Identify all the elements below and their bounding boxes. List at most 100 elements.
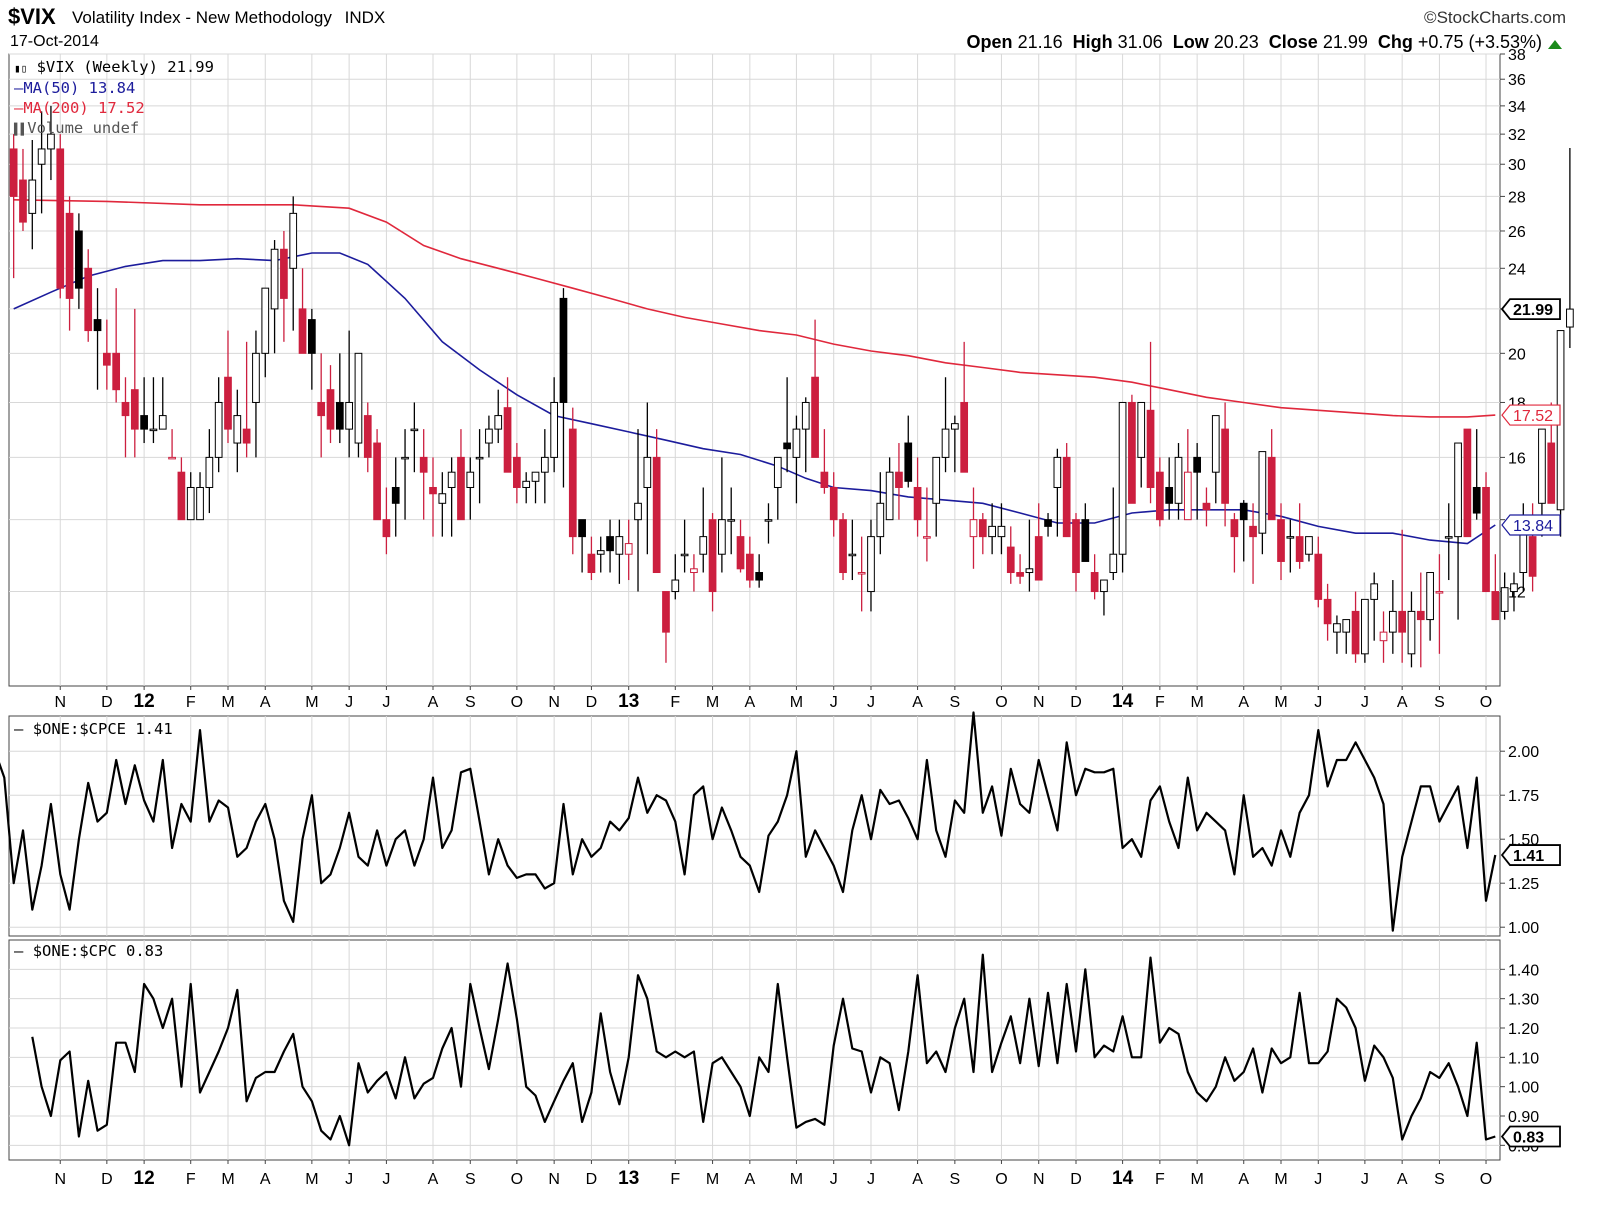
x-tick-label-main: N (1033, 694, 1045, 711)
value-tag-label: 0.83 (1513, 1130, 1544, 1147)
x-tick-label-main: S (1434, 694, 1445, 711)
candle-body (1510, 583, 1518, 593)
candle-body (1202, 502, 1211, 511)
x-tick-label-bottom: O (1480, 1171, 1492, 1188)
candle (261, 287, 270, 378)
candle-body (811, 376, 819, 458)
candle-body (503, 407, 512, 473)
candle (419, 429, 428, 520)
candle-body (1072, 519, 1080, 574)
candle-body (84, 267, 93, 332)
candle (75, 213, 83, 309)
candle-body (801, 401, 810, 430)
candle-body (466, 471, 475, 488)
x-tick-label-main: A (745, 694, 756, 711)
candle (1388, 580, 1397, 654)
candle (466, 457, 475, 520)
candle-body (895, 471, 903, 488)
candle-body (578, 519, 586, 538)
candle (382, 487, 391, 555)
candle-body (1463, 428, 1472, 538)
candle-body (47, 133, 55, 150)
candle-body (792, 428, 801, 458)
candle (1286, 519, 1295, 573)
cpc-last-value-tag: 0.83 (1500, 1125, 1561, 1148)
candle (1221, 402, 1229, 527)
x-tick-label-bottom: M (706, 1171, 719, 1188)
candle (718, 457, 726, 573)
x-tick-label-bottom: 14 (1112, 1168, 1134, 1189)
candle-body (242, 428, 251, 444)
candle (485, 415, 493, 458)
legend-main-text: $VIX (Weekly) 21.99 (36, 58, 214, 76)
candle (820, 429, 829, 494)
candle (429, 457, 437, 537)
y-tick-label-main: 32 (1508, 127, 1526, 144)
candle (913, 457, 922, 537)
y-tick-label-cpc: 0.90 (1508, 1109, 1539, 1126)
x-tick-label-main: D (101, 694, 113, 711)
candle (1100, 579, 1108, 616)
cpc-line (31, 953, 1496, 1147)
candle (1081, 503, 1090, 562)
candle (1025, 519, 1034, 592)
candle (19, 148, 27, 231)
x-tick-label-bottom: J (830, 1171, 838, 1188)
cpce-panel-frame (8, 715, 1501, 937)
x-tick-label-main: J (830, 694, 838, 711)
copyright-link[interactable]: ©StockCharts.com (1424, 8, 1566, 27)
candle-body (102, 352, 111, 366)
candle-body (373, 442, 381, 521)
x-tick-label-main: O (511, 694, 523, 711)
y-tick-label-main: 26 (1508, 224, 1526, 241)
value-tag-label: 17.52 (1513, 408, 1553, 425)
candle (783, 377, 791, 473)
legend-ma50: —MA(50) 13.84 (14, 79, 135, 97)
candle-body (270, 248, 279, 310)
candle-body (1286, 536, 1295, 539)
legend-volume: ▌▌Volume undef (14, 119, 139, 137)
cpc-line-icon: — (14, 942, 24, 960)
candle-body (718, 519, 726, 555)
candle (1118, 401, 1127, 573)
candle (1006, 526, 1015, 584)
x-tick-label-bottom: F (670, 1171, 680, 1188)
value-tag-box (1500, 298, 1561, 320)
legend-ma200: —MA(200) 17.52 (14, 99, 145, 117)
y-tick-label-cpce: 1.25 (1508, 876, 1539, 893)
candle (587, 536, 596, 581)
ma200-line (13, 199, 1496, 418)
candle (37, 111, 46, 214)
candle-body (1183, 471, 1192, 521)
candle (345, 330, 353, 458)
candle (876, 472, 885, 555)
candle-body (224, 376, 232, 430)
candle (699, 487, 708, 573)
candle-body (885, 471, 894, 521)
x-tick-label-bottom: N (548, 1171, 560, 1188)
candle-body (680, 553, 689, 557)
candle-body (932, 456, 941, 504)
candle (373, 429, 381, 521)
candle-body (1547, 442, 1556, 504)
candle-body (1053, 456, 1062, 488)
candle (205, 429, 214, 514)
candle (494, 389, 503, 444)
x-tick-label-main: A (428, 694, 439, 711)
high-label: High (1072, 32, 1113, 52)
x-tick-label-main: O (1480, 694, 1492, 711)
legend-cpce: — $ONE:$CPCE 1.41 (14, 720, 173, 738)
candle (792, 415, 801, 504)
candle (186, 472, 195, 521)
open-value: 21.16 (1017, 32, 1063, 52)
candle (885, 457, 894, 521)
candle-body (624, 543, 633, 555)
candle-body (773, 456, 782, 488)
candle-body (1146, 409, 1155, 488)
candle (867, 519, 875, 612)
candle (1165, 457, 1174, 520)
candle (280, 230, 288, 342)
candle-body (1221, 428, 1229, 504)
candle-body (839, 519, 847, 574)
candle-body (587, 553, 596, 574)
